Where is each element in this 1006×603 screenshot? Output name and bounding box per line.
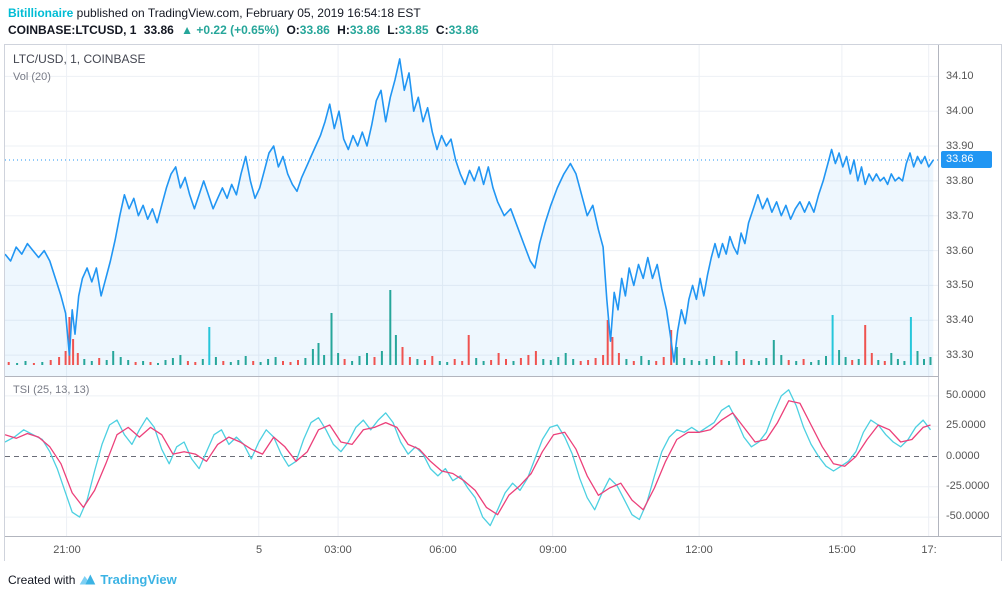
tsi-chart-canvas[interactable] (5, 377, 938, 536)
time-tick-label: 03:00 (324, 544, 352, 556)
last-price-badge: 33.86 (941, 151, 992, 169)
tsi-tick-label: 0.0000 (946, 449, 980, 462)
time-tick-label: 15:00 (828, 544, 856, 556)
tsi-tick-label: 25.0000 (946, 419, 986, 432)
tsi-tick-label: 50.0000 (946, 388, 986, 401)
created-with-text: Created with (8, 572, 76, 587)
price-tick-label: 33.30 (946, 349, 974, 362)
price-tick-label: 33.80 (946, 174, 974, 187)
tsi-tick-label: -50.0000 (946, 510, 990, 523)
time-tick-label: 09:00 (539, 544, 567, 556)
time-tick-label: 21:00 (53, 544, 81, 556)
time-tick-label: 5 (255, 544, 263, 556)
price-tick-label: 33.50 (946, 279, 974, 292)
time-tick-label: 17: (921, 544, 937, 556)
low-value: 33.85 (398, 23, 429, 37)
time-tick-label: 12:00 (685, 544, 713, 556)
close-value: 33.86 (448, 23, 479, 37)
symbol-name[interactable]: COINBASE:LTCUSD, 1 (8, 23, 137, 37)
price-tick-label: 34.10 (946, 70, 974, 83)
time-tick-label: 06:00 (429, 544, 457, 556)
close-label: C: (435, 23, 449, 37)
time-axis[interactable]: 21:00 5 03:00 06:00 09:00 12:00 15:00 17: (5, 536, 1001, 562)
last-price-value: 33.86 (143, 23, 174, 37)
price-tick-label: 33.90 (946, 140, 974, 153)
chart-container[interactable]: LTC/USD, 1, COINBASE Vol (20) TSI (25, 1… (4, 44, 1002, 562)
price-tick-label: 33.70 (946, 209, 974, 222)
price-axis[interactable]: 34.10 34.00 33.90 33.80 33.70 33.60 33.50 33.40… (938, 45, 1001, 536)
published-text: published on TradingView.com, February 0… (73, 6, 421, 20)
open-label: O: (286, 23, 300, 37)
tsi-tick-label: -25.0000 (946, 479, 990, 492)
price-chart-canvas[interactable] (5, 45, 938, 376)
high-value: 33.86 (349, 23, 380, 37)
main-price-pane[interactable]: LTC/USD, 1, COINBASE Vol (20) (5, 45, 938, 376)
tsi-pane[interactable]: TSI (25, 13, 13) (5, 376, 938, 536)
footer: Created with TradingView (8, 572, 177, 587)
symbol-info-bar: COINBASE:LTCUSD, 1 33.86 ▲ +0.22 (+0.65%… (8, 23, 483, 37)
price-tick-label: 34.00 (946, 105, 974, 118)
price-change: ▲ +0.22 (+0.65%) (181, 23, 280, 37)
low-label: L: (387, 23, 399, 37)
price-tick-label: 33.60 (946, 244, 974, 257)
high-label: H: (337, 23, 350, 37)
tradingview-logo-icon[interactable] (79, 572, 96, 587)
tradingview-brand-link[interactable]: TradingView (100, 572, 177, 587)
author-link[interactable]: Bitillionaire (8, 6, 74, 20)
price-tick-label: 33.40 (946, 314, 974, 327)
attribution-line: Bitillionaire published on TradingView.c… (8, 6, 421, 20)
open-value: 33.86 (299, 23, 330, 37)
